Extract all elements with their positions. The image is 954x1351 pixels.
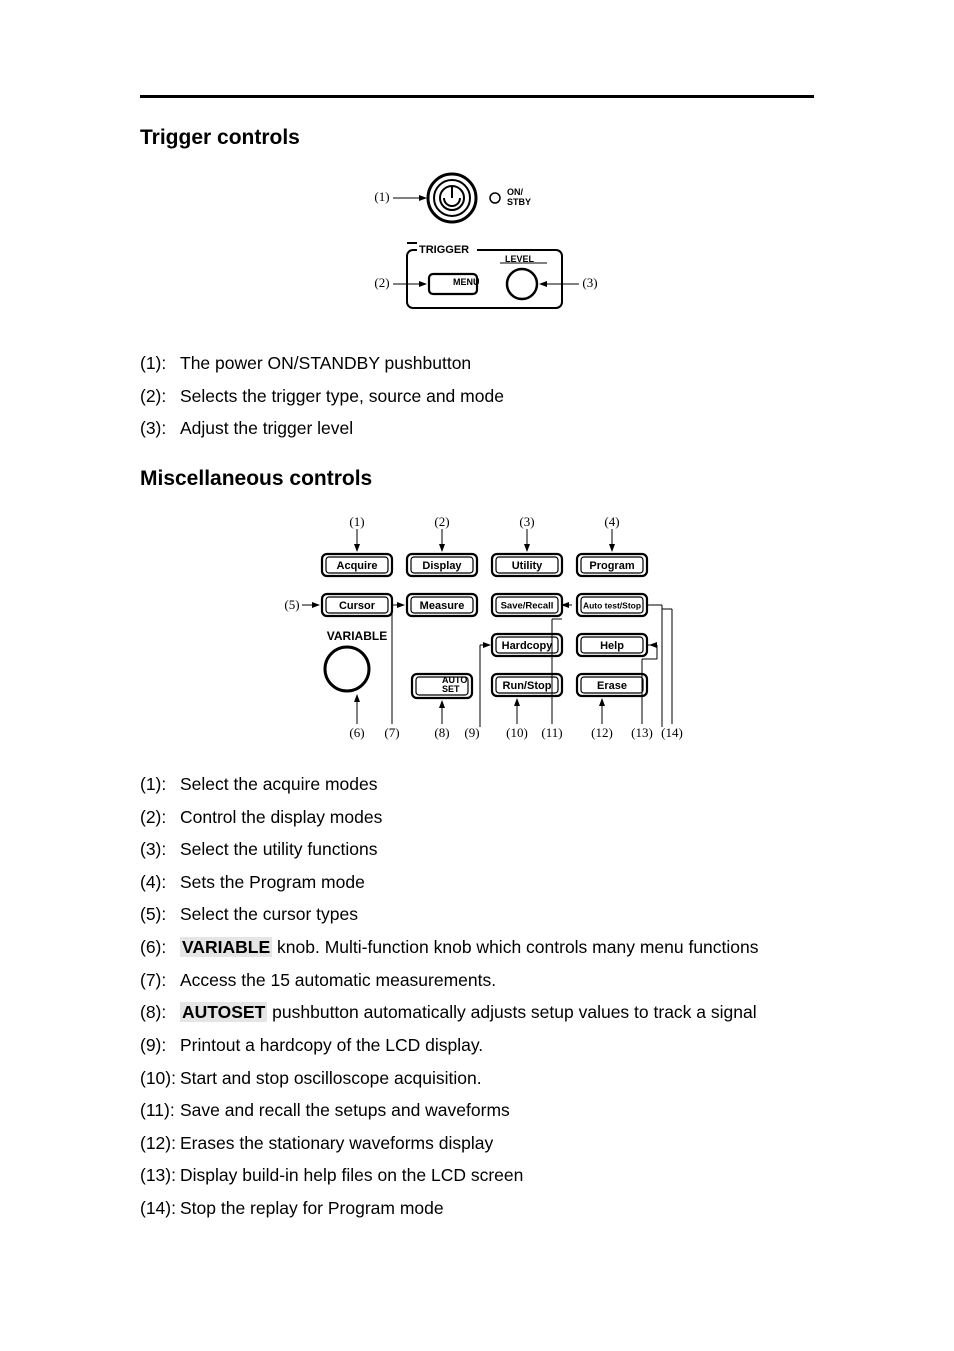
svg-text:Acquire: Acquire	[337, 560, 378, 572]
onstby-bot: STBY	[507, 197, 531, 207]
variable-knob	[325, 647, 369, 691]
list-item: (11):Save and recall the setups and wave…	[140, 1099, 814, 1123]
list-item: (14):Stop the replay for Program mode	[140, 1197, 814, 1221]
svg-text:(3): (3)	[519, 514, 534, 529]
misc-heading: Miscellaneous controls	[140, 467, 814, 491]
list-item: (13):Display build-in help files on the …	[140, 1164, 814, 1188]
svg-text:Erase: Erase	[597, 680, 627, 692]
svg-text:(12): (12)	[591, 725, 613, 740]
svg-text:Display: Display	[422, 560, 462, 572]
list-item: (7):Access the 15 automatic measurements…	[140, 969, 814, 993]
svg-text:Hardcopy: Hardcopy	[502, 640, 554, 652]
list-item: (3):Adjust the trigger level	[140, 417, 814, 441]
svg-text:(14): (14)	[661, 725, 683, 740]
variable-kbd: VARIABLE	[180, 937, 272, 957]
trig-c3: (3)	[582, 275, 597, 290]
btn-erase: Erase	[577, 674, 647, 696]
list-item: (3):Select the utility functions	[140, 838, 814, 862]
menu-label: MENU	[453, 277, 480, 287]
onstby-top: ON/	[507, 187, 524, 197]
svg-text:Utility: Utility	[512, 560, 543, 572]
list-item: (1):The power ON/STANDBY pushbutton	[140, 352, 814, 376]
btn-cursor: Cursor	[322, 594, 392, 616]
svg-text:Cursor: Cursor	[339, 600, 376, 612]
svg-text:Program: Program	[589, 560, 634, 572]
svg-text:(8): (8)	[434, 725, 449, 740]
misc-figure: Acquire Display Utility Program Cursor M…	[140, 509, 814, 749]
trigger-list: (1):The power ON/STANDBY pushbutton (2):…	[140, 352, 814, 441]
btn-autotest: Auto test/Stop	[577, 594, 647, 616]
trigger-frame-label: TRIGGER	[419, 244, 469, 256]
svg-text:(1): (1)	[349, 514, 364, 529]
svg-text:(4): (4)	[604, 514, 619, 529]
svg-text:(11): (11)	[541, 725, 562, 740]
autoset-kbd: AUTOSET	[180, 1002, 267, 1022]
svg-text:Run/Stop: Run/Stop	[503, 680, 552, 692]
svg-text:Auto test/Stop: Auto test/Stop	[583, 600, 641, 610]
svg-text:Help: Help	[600, 640, 624, 652]
svg-text:(2): (2)	[434, 514, 449, 529]
list-item: (4):Sets the Program mode	[140, 871, 814, 895]
svg-text:SET: SET	[442, 684, 460, 694]
variable-label: VARIABLE	[327, 629, 387, 643]
btn-display: Display	[407, 554, 477, 576]
list-item: (5):Select the cursor types	[140, 903, 814, 927]
trigger-diagram-svg: ON/ STBY (1) TRIGGER LEVEL MENU (2) (3)	[347, 168, 607, 328]
trig-c1: (1)	[374, 189, 389, 204]
trigger-figure: ON/ STBY (1) TRIGGER LEVEL MENU (2) (3)	[140, 168, 814, 328]
btn-autoset: AUTO SET	[412, 674, 472, 698]
list-item: (6):VARIABLE knob. Multi-function knob w…	[140, 936, 814, 960]
list-item: (12):Erases the stationary waveforms dis…	[140, 1132, 814, 1156]
list-item: (8):AUTOSET pushbutton automatically adj…	[140, 1001, 814, 1025]
misc-diagram-svg: Acquire Display Utility Program Cursor M…	[262, 509, 692, 749]
top-divider	[140, 95, 814, 98]
trigger-heading: Trigger controls	[140, 126, 814, 150]
svg-text:(10): (10)	[506, 725, 528, 740]
list-item: (2):Control the display modes	[140, 806, 814, 830]
svg-text:(7): (7)	[384, 725, 399, 740]
svg-text:(9): (9)	[464, 725, 479, 740]
btn-help: Help	[577, 634, 647, 656]
svg-text:(13): (13)	[631, 725, 653, 740]
trig-c2: (2)	[374, 275, 389, 290]
list-item: (1):Select the acquire modes	[140, 773, 814, 797]
list-item: (9):Printout a hardcopy of the LCD displ…	[140, 1034, 814, 1058]
list-item: (2):Selects the trigger type, source and…	[140, 385, 814, 409]
btn-program: Program	[577, 554, 647, 576]
misc-list: (1):Select the acquire modes (2):Control…	[140, 773, 814, 1221]
btn-measure: Measure	[407, 594, 477, 616]
btn-acquire: Acquire	[322, 554, 392, 576]
btn-utility: Utility	[492, 554, 562, 576]
btn-saverecall: Save/Recall	[492, 594, 562, 616]
svg-text:Save/Recall: Save/Recall	[501, 600, 554, 611]
list-item: (10):Start and stop oscilloscope acquisi…	[140, 1067, 814, 1091]
svg-text:Measure: Measure	[420, 600, 465, 612]
svg-text:(6): (6)	[349, 725, 364, 740]
svg-text:(5): (5)	[284, 597, 299, 612]
